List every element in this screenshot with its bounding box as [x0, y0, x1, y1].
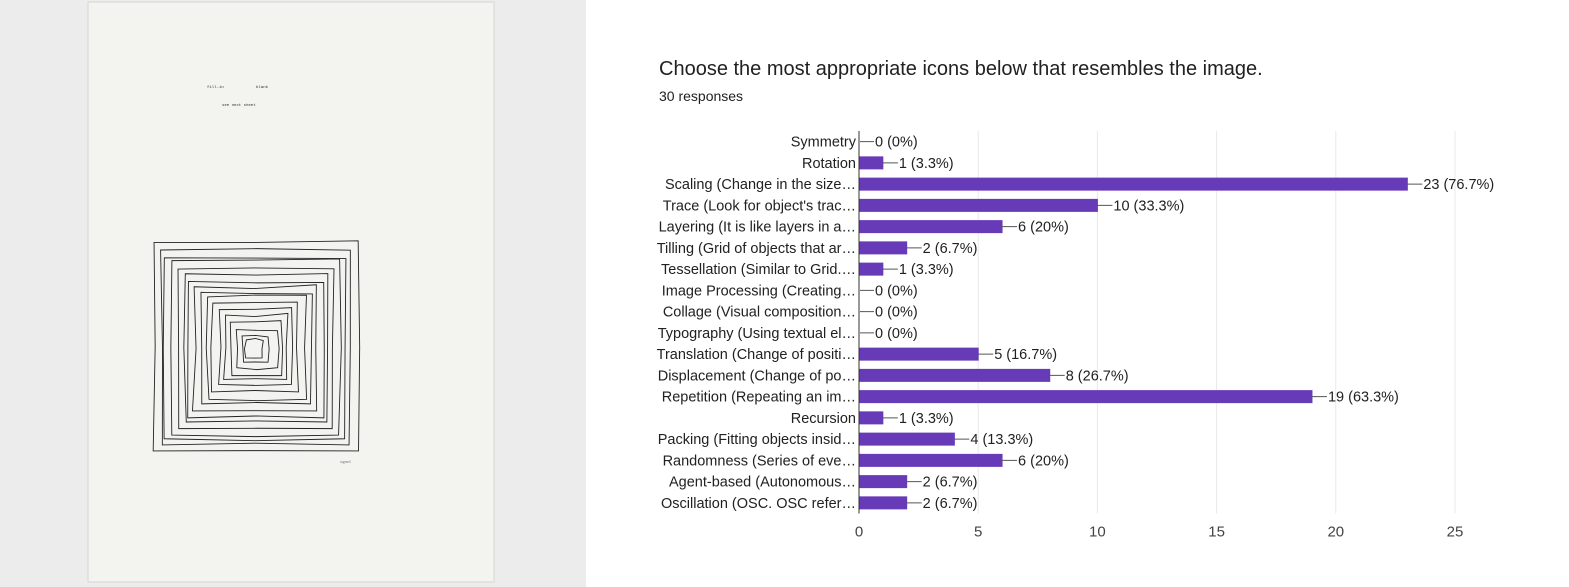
survey-panel [586, 0, 1569, 587]
bar [859, 475, 908, 489]
response-count: 30 responses [659, 88, 744, 104]
bar [859, 390, 1313, 404]
chart-title: Choose the most appropriate icons below … [659, 58, 1263, 80]
concentric-squares-drawing [152, 240, 361, 452]
category-label: Rotation [802, 156, 856, 172]
category-label: Collage (Visual composition… [663, 305, 856, 321]
data-label: 0 (0%) [875, 283, 918, 299]
artwork-caption-center: see next sheet [222, 103, 256, 108]
x-tick-label: 10 [1089, 524, 1106, 541]
bar [859, 262, 884, 276]
data-label: 6 (20%) [1018, 453, 1069, 469]
x-tick-label: 5 [974, 524, 982, 541]
data-label: 0 (0%) [875, 135, 918, 151]
drawn-square [218, 307, 294, 386]
paper-sheet [87, 1, 495, 583]
artwork-panel: fill-in blank see next sheet signed [0, 0, 586, 587]
data-label: 23 (76.7%) [1423, 177, 1494, 193]
drawn-square [210, 301, 299, 393]
data-label: 1 (3.3%) [899, 262, 954, 278]
category-label: Tessellation (Similar to Grid.… [661, 262, 856, 278]
category-label: Typography (Using textual el… [658, 326, 856, 342]
x-tick-label: 25 [1447, 524, 1464, 541]
category-label: Packing (Fitting objects insid… [658, 432, 856, 448]
bar [859, 177, 1408, 191]
data-label: 2 (6.7%) [923, 496, 978, 512]
bar [859, 241, 908, 255]
x-tick-label: 20 [1327, 524, 1344, 541]
bar [859, 156, 884, 170]
drawn-square [177, 267, 335, 430]
data-label: 2 (6.7%) [923, 475, 978, 491]
category-label: Image Processing (Creating… [662, 283, 856, 299]
bar [859, 347, 979, 361]
bar [859, 453, 1003, 467]
data-label: 8 (26.7%) [1066, 368, 1129, 384]
category-label: Displacement (Change of po… [658, 368, 856, 384]
drawn-square [235, 329, 280, 371]
x-tick-label: 0 [855, 524, 863, 541]
category-label: Recursion [791, 411, 856, 427]
drawn-square [191, 284, 318, 412]
category-label: Scaling (Change in the size… [665, 177, 856, 193]
artwork-image: fill-in blank see next sheet signed [87, 1, 495, 583]
drawn-square [160, 248, 351, 446]
category-label: Trace (Look for object's trac… [663, 198, 856, 214]
bar [859, 220, 1003, 234]
data-label: 1 (3.3%) [899, 411, 954, 427]
bar [859, 411, 884, 425]
drawn-square [187, 280, 325, 419]
category-label: Oscillation (OSC. OSC refer… [661, 496, 856, 512]
artwork-caption-left: fill-in [207, 85, 224, 90]
drawn-square [200, 291, 313, 405]
data-label: 1 (3.3%) [899, 156, 954, 172]
drawn-square [243, 338, 264, 359]
category-label: Symmetry [791, 135, 857, 151]
artwork-signature: signed [340, 459, 350, 464]
data-label: 5 (16.7%) [994, 347, 1057, 363]
bar [859, 432, 955, 446]
drawn-square [152, 240, 361, 452]
category-label: Translation (Change of positi… [657, 347, 856, 363]
x-tick-label: 15 [1208, 524, 1225, 541]
drawn-square [229, 320, 284, 377]
category-label: Layering (It is like layers in a… [659, 220, 856, 236]
category-label: Repetition (Repeating an im… [662, 390, 856, 406]
drawn-square [241, 335, 270, 363]
data-label: 10 (33.3%) [1113, 198, 1184, 214]
data-label: 0 (0%) [875, 326, 918, 342]
bar [859, 198, 1098, 212]
category-label: Agent-based (Autonomous… [669, 475, 856, 491]
data-label: 4 (13.3%) [970, 432, 1033, 448]
bar [859, 496, 908, 510]
drawn-square [170, 258, 342, 438]
data-label: 19 (63.3%) [1328, 390, 1399, 406]
data-label: 2 (6.7%) [923, 241, 978, 257]
data-label: 6 (20%) [1018, 220, 1069, 236]
drawn-square [205, 294, 308, 402]
drawn-square [223, 312, 289, 380]
category-label: Tilling (Grid of objects that ar… [657, 241, 856, 257]
drawn-square [162, 257, 347, 442]
bar [859, 368, 1051, 382]
category-label: Randomness (Series of eve… [663, 453, 856, 469]
drawn-square [183, 273, 329, 423]
data-label: 0 (0%) [875, 305, 918, 321]
artwork-caption-right: blank [256, 85, 269, 90]
